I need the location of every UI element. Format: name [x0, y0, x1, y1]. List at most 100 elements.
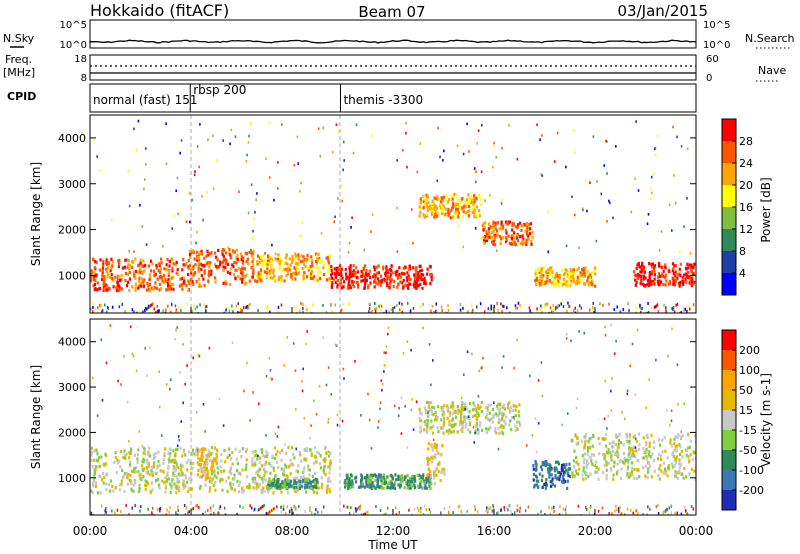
scatter-cell — [294, 254, 298, 258]
noise-cell — [241, 309, 243, 313]
scatter-cell — [475, 205, 479, 209]
scatter-cell — [455, 203, 458, 207]
noise-cell — [623, 513, 626, 515]
noise-cell — [680, 512, 683, 515]
scatter-cell — [682, 476, 685, 480]
scatter-cell — [316, 254, 319, 258]
scatter-cell — [207, 253, 210, 257]
scatter-cell — [336, 283, 339, 287]
noise-cell — [559, 301, 562, 305]
scatter-cell — [154, 281, 157, 285]
scatter-cell — [257, 274, 260, 278]
scatter-cell — [192, 462, 195, 466]
scatter-cell — [513, 231, 516, 235]
noise-cell — [622, 308, 625, 312]
scatter-cell — [260, 258, 263, 262]
scatter-cell — [584, 266, 587, 270]
scatter-cell — [257, 469, 260, 473]
scatter-cell — [478, 209, 481, 213]
scatter-cell — [475, 425, 479, 429]
noise-cell — [380, 308, 383, 312]
scatter-cell — [197, 258, 201, 262]
scatter-cell — [180, 283, 184, 287]
noise-cell — [347, 302, 350, 306]
scatter-cell — [328, 488, 331, 492]
scatter-cell — [220, 459, 223, 463]
scatter-cell — [430, 273, 433, 277]
scatter-cell — [379, 485, 382, 489]
scatter-cell — [146, 470, 149, 474]
scatter-cell — [404, 265, 407, 269]
sparse-cell — [249, 122, 252, 125]
scatter-cell — [111, 484, 114, 489]
scatter-cell — [369, 480, 372, 484]
scatter-cell — [582, 460, 586, 464]
scatter-cell — [372, 275, 375, 279]
sparse-cell — [324, 445, 327, 449]
sparse-cell — [96, 155, 98, 158]
noise-cell — [366, 511, 368, 515]
noise-cell — [227, 306, 229, 310]
scatter-cell — [285, 274, 288, 278]
noise-cell — [350, 506, 352, 510]
noise-cell — [151, 506, 154, 510]
scatter-cell — [400, 474, 403, 479]
scatter-cell — [101, 273, 104, 277]
scatter-cell — [545, 281, 548, 285]
sparse-cell — [475, 180, 477, 184]
scatter-cell — [422, 206, 425, 210]
scatter-cell — [419, 430, 422, 434]
scatter-cell — [225, 479, 228, 483]
scatter-cell — [141, 459, 144, 464]
scatter-cell — [454, 213, 457, 218]
scatter-cell — [97, 465, 100, 469]
scatter-cell — [549, 468, 552, 472]
scatter-cell — [101, 268, 104, 273]
sparse-cell — [204, 430, 206, 433]
scatter-cell — [173, 482, 176, 486]
scatter-cell — [532, 472, 536, 476]
scatter-cell — [323, 465, 326, 469]
noise-cell — [175, 309, 177, 313]
scatter-cell — [129, 264, 132, 268]
scatter-cell — [429, 470, 432, 474]
scatter-cell — [187, 259, 190, 263]
noise-cell — [428, 508, 431, 512]
scatter-cell — [678, 282, 681, 286]
scatter-cell — [236, 461, 239, 466]
sparse-cell — [501, 366, 503, 369]
scatter-cell — [635, 439, 638, 443]
noise-cell — [580, 306, 583, 310]
noise-cell — [537, 512, 539, 515]
scatter-cell — [548, 279, 551, 283]
colorbar-cell — [722, 430, 736, 450]
sparse-cell — [277, 425, 280, 429]
scatter-cell — [313, 490, 316, 494]
scatter-cell — [294, 489, 297, 493]
scatter-cell — [507, 234, 510, 238]
noise-cell — [500, 302, 502, 306]
scatter-cell — [456, 211, 459, 215]
scatter-cell — [562, 463, 565, 467]
scatter-cell — [186, 480, 189, 484]
sparse-cell — [673, 174, 675, 177]
scatter-cell — [102, 481, 105, 485]
scatter-cell — [622, 451, 626, 456]
scatter-cell — [192, 264, 195, 269]
scatter-cell — [258, 483, 261, 487]
colorbar-tick-label: 20 — [739, 179, 753, 192]
scatter-cell — [687, 460, 691, 464]
sparse-cell — [188, 192, 191, 195]
scatter-cell — [151, 262, 154, 266]
noise-cell — [585, 506, 587, 510]
noise-cell — [236, 512, 238, 515]
scatter-cell — [313, 482, 316, 486]
scatter-cell — [589, 436, 593, 440]
noise-cell — [549, 306, 552, 310]
scatter-cell — [326, 485, 329, 489]
scatter-cell — [486, 413, 489, 417]
scatter-cell — [137, 470, 140, 474]
noise-cell — [552, 303, 555, 307]
scatter-cell — [315, 478, 318, 482]
